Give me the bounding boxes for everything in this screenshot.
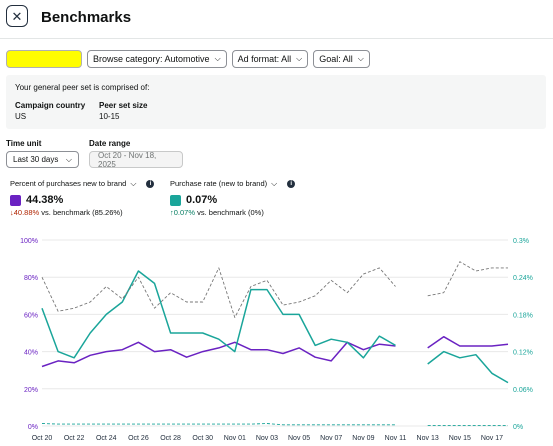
x-tick-label: Nov 07 [320, 435, 342, 442]
time-unit-select[interactable]: Last 30 days ⌵ [6, 151, 79, 168]
y-right-tick-label: 0.18% [513, 312, 533, 319]
arrow-up-icon: ↑ [170, 208, 174, 217]
date-range-value: Oct 20 - Nov 18, 2025 [98, 150, 157, 169]
ntb-delta-value: 40.88% [13, 208, 40, 217]
time-unit-label: Time unit [6, 139, 42, 148]
ntb-series-swatch [10, 195, 21, 206]
peer-set-intro: Your general peer set is comprised of: [15, 83, 150, 92]
rate-benchmark-text: vs. benchmark (0%) [197, 208, 264, 217]
chevron-down-icon: ⌵ [65, 154, 72, 164]
x-tick-label: Nov 03 [256, 435, 278, 442]
y-right-tick-label: 0% [513, 424, 523, 431]
x-tick-label: Nov 13 [417, 435, 439, 442]
series-1-line [427, 350, 509, 384]
arrow-down-icon: ↓ [10, 208, 14, 217]
campaign-country-value: US [15, 112, 27, 121]
x-tick-label: Nov 01 [224, 435, 246, 442]
y-left-tick-label: 20% [24, 387, 38, 394]
page-title: Benchmarks [41, 9, 132, 26]
series-2-line [427, 261, 508, 297]
x-tick-label: Oct 20 [32, 435, 53, 442]
x-tick-label: Nov 09 [352, 435, 374, 442]
peer-set-panel: Your general peer set is comprised of: C… [6, 75, 546, 129]
chevron-down-icon: ⌵ [214, 54, 221, 63]
series-0-line [41, 341, 396, 368]
browse-category-select[interactable]: Browse category: Automotive ⌵ [87, 50, 227, 68]
advertiser-select[interactable] [6, 50, 82, 68]
series-1-line [41, 270, 396, 359]
rate-metric-label: Purchase rate (new to brand) [170, 179, 268, 188]
date-range-field[interactable]: Oct 20 - Nov 18, 2025 [89, 150, 183, 169]
rate-metric-value: 0.07% [186, 194, 218, 206]
rate-delta: ↑0.07% [170, 208, 197, 217]
y-left-tick-label: 60% [24, 312, 38, 319]
y-right-tick-label: 0.3% [513, 238, 529, 245]
x-tick-label: Oct 24 [96, 435, 117, 442]
x-tick-label: Nov 11 [385, 435, 407, 442]
goal-select[interactable]: Goal: All ⌵ [313, 50, 370, 68]
y-left-tick-label: 100% [20, 238, 38, 245]
x-tick-label: Nov 05 [288, 435, 310, 442]
y-right-tick-label: 0.24% [513, 275, 533, 282]
date-range-label: Date range [89, 139, 131, 148]
y-left-tick-label: 40% [24, 350, 38, 357]
peer-set-size-value: 10-15 [99, 112, 120, 121]
y-left-tick-label: 80% [24, 275, 38, 282]
series-0-line [427, 335, 509, 349]
chevron-down-icon: ⌵ [130, 178, 137, 188]
y-right-tick-label: 0.06% [513, 387, 533, 394]
x-tick-label: Oct 26 [128, 435, 149, 442]
y-left-tick-label: 0% [28, 424, 38, 431]
benchmark-line-chart: 0% 0% 20% 0.06% 40% 0.12% 60% 0.18% 80% 0.24% 100%… [20, 238, 533, 442]
ntb-benchmark-comparison: ↓40.88% vs. benchmark (85.26%) [10, 208, 123, 217]
ntb-delta: ↓40.88% [10, 208, 41, 217]
ntb-metric-select[interactable]: Percent of purchases new to brand ⌵ i [10, 178, 155, 188]
header-bar: ✕ Benchmarks [0, 0, 553, 39]
browse-category-label: Browse category: Automotive [93, 54, 210, 64]
info-icon[interactable]: i [146, 179, 155, 188]
x-tick-label: Nov 17 [481, 435, 503, 442]
series-3-line [41, 423, 396, 426]
x-tick-label: Oct 28 [160, 435, 181, 442]
x-tick-label: Oct 22 [64, 435, 85, 442]
x-tick-label: Oct 30 [192, 435, 213, 442]
chevron-down-icon: ⌵ [357, 54, 364, 63]
close-icon: ✕ [11, 8, 23, 24]
rate-series-swatch [170, 195, 181, 206]
rate-metric-select[interactable]: Purchase rate (new to brand) ⌵ i [170, 178, 296, 188]
peer-set-size: Peer set size 10-15 [99, 101, 147, 121]
chevron-down-icon: ⌵ [296, 54, 303, 63]
ntb-metric-value: 44.38% [26, 194, 64, 206]
rate-benchmark-comparison: ↑0.07% vs. benchmark (0%) [170, 208, 264, 217]
campaign-country: Campaign country US [15, 101, 85, 121]
series-2-line [41, 267, 396, 318]
y-right-tick-label: 0.12% [513, 350, 533, 357]
ntb-metric-label: Percent of purchases new to brand [10, 179, 127, 188]
close-button[interactable]: ✕ [6, 5, 28, 27]
ad-format-select[interactable]: Ad format: All ⌵ [231, 50, 309, 68]
chevron-down-icon: ⌵ [271, 178, 278, 188]
time-unit-value: Last 30 days [13, 155, 59, 164]
ntb-benchmark-text: vs. benchmark (85.26%) [41, 208, 123, 217]
ad-format-label: Ad format: All [237, 54, 292, 64]
campaign-country-label: Campaign country [15, 101, 86, 110]
filter-bar: Browse category: Automotive ⌵ Ad format:… [6, 50, 370, 68]
info-icon[interactable]: i [287, 179, 296, 188]
goal-label: Goal: All [319, 54, 353, 64]
x-tick-label: Nov 15 [449, 435, 471, 442]
rate-delta-value: 0.07% [173, 208, 196, 217]
peer-set-size-label: Peer set size [99, 101, 148, 110]
